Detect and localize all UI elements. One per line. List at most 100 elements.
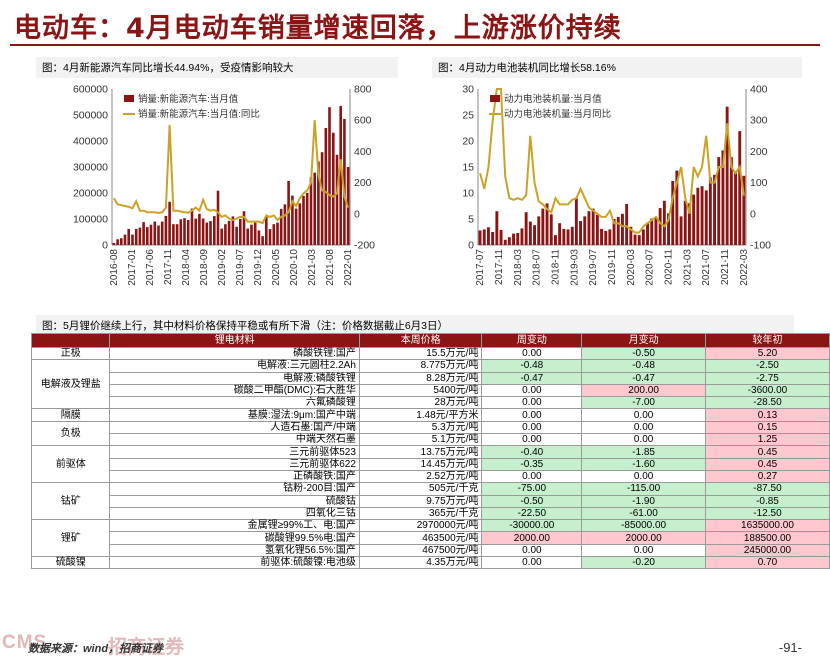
header-week: 周变动 [481, 333, 583, 348]
bar [503, 239, 507, 245]
x-tick-label: 2018-09 [199, 249, 210, 286]
bar [257, 230, 261, 245]
month-change-cell: -0.47 [581, 371, 706, 385]
header-category [30, 333, 111, 348]
legend-line-label: 动力电池装机量:当月同比 [504, 108, 611, 120]
bar [343, 118, 346, 245]
bar [478, 230, 482, 245]
bar [654, 218, 658, 245]
category-cell: 电解液及锂盐 [30, 359, 111, 410]
left-y-tick-label: 500000 [73, 110, 108, 122]
left-y-tick-label: 200000 [73, 188, 108, 200]
week-change-cell: -75.00 [481, 482, 583, 496]
material-cell: 碳酸二甲酯(DMC):石大胜华 [109, 383, 360, 398]
x-tick-label: 2019-11 [607, 249, 618, 285]
price-cell: 28万元/吨 [358, 396, 483, 410]
x-tick-label: 2021-07 [701, 249, 712, 286]
month-change-cell: -0.20 [581, 556, 706, 570]
x-tick-label: 2020-10 [289, 249, 300, 286]
month-change-cell: -1.90 [581, 494, 706, 508]
bar [209, 221, 212, 245]
bar [549, 214, 553, 245]
bar [570, 226, 574, 245]
bar [520, 228, 524, 245]
bar [205, 222, 209, 245]
header-material: 锂电材料 [109, 333, 360, 348]
left-y-tick-label: 100000 [73, 214, 108, 226]
ytd-change-cell: -3600.00 [704, 383, 830, 398]
table-row: 中端天然石墨 5.1万元/吨 0.00 0.00 1.25 [32, 433, 830, 447]
bar [704, 190, 708, 245]
bar [512, 233, 515, 245]
price-cell: 14.45万元/吨 [358, 457, 483, 471]
price-cell: 13.75万元/吨 [358, 445, 483, 459]
right-y-tick-label: 100 [750, 177, 768, 189]
bar [721, 150, 725, 245]
ytd-change-cell: 245000.00 [704, 543, 830, 558]
bar [313, 172, 316, 245]
bar [276, 222, 279, 245]
bar [131, 234, 134, 245]
bar [186, 220, 190, 245]
left-y-tick-label: 15 [462, 162, 474, 174]
bar [179, 219, 183, 245]
month-change-cell: -115.00 [581, 482, 706, 496]
bar [487, 227, 490, 245]
ytd-change-cell: 0.45 [704, 445, 830, 459]
bar [261, 236, 264, 245]
bar [112, 242, 116, 245]
table-row: 碳酸二甲酯(DMC):石大胜华 5400元/吨 0.00 200.00 -3600.00 [32, 383, 830, 398]
ytd-change-cell: -28.50 [704, 396, 830, 410]
bar [679, 216, 683, 245]
bar [294, 208, 298, 245]
bar [250, 224, 253, 245]
month-change-cell: 0.00 [581, 433, 706, 447]
material-cell: 六氟磷酸锂 [109, 396, 360, 410]
page-number: -91- [778, 640, 802, 655]
week-change-cell: 0.00 [481, 408, 583, 422]
left-y-tick-label: 30 [462, 84, 474, 96]
bar [339, 105, 342, 246]
price-cell: 505元/千克 [358, 482, 483, 496]
bar [120, 238, 123, 245]
bar [688, 203, 691, 245]
month-change-cell: -61.00 [581, 506, 706, 521]
bar [738, 131, 742, 245]
bar [482, 229, 486, 245]
price-cell: 8.28万元/吨 [358, 371, 483, 385]
x-tick-label: 2019-12 [253, 249, 264, 286]
bar [153, 221, 157, 245]
bar [616, 216, 620, 245]
price-cell: 463500元/吨 [358, 531, 483, 545]
x-tick-label: 2016-08 [109, 249, 120, 286]
week-change-cell: 0.00 [481, 433, 583, 447]
bar [574, 198, 578, 245]
bar [683, 200, 687, 245]
chart1-caption: 图：4月新能源汽车同比增长44.94%，受疫情影响较大 [36, 57, 398, 78]
bar [579, 221, 582, 245]
table-row: 前驱体 三元前驱体523 13.75万元/吨 -0.40 -1.85 0.45 [30, 445, 830, 484]
week-change-cell: -0.48 [481, 359, 583, 373]
bar [194, 218, 197, 245]
table-row: 电解液:磷酸铁锂 8.28万元/吨 -0.47 -0.47 -2.75 [32, 371, 830, 385]
x-tick-label: 2019-07 [588, 249, 599, 286]
x-tick-label: 2017-06 [145, 249, 156, 286]
bar [734, 171, 737, 245]
bar [524, 212, 528, 245]
bar [305, 193, 309, 245]
bar [537, 216, 541, 245]
x-tick-label: 2020-11 [664, 249, 675, 285]
bar [633, 234, 637, 245]
table-row: 电解液及锂盐 电解液:三元圆柱2.2Ah 8.775万元/吨 -0.48 -0.48 -2… [30, 359, 830, 410]
bar [545, 203, 549, 245]
x-tick-label: 2022-01 [343, 249, 354, 286]
bar [220, 228, 223, 245]
table-row: 硫酸钴 9.75万元/吨 -0.50 -1.90 -0.85 [32, 494, 830, 508]
ytd-change-cell: -87.50 [704, 482, 830, 496]
x-tick-label: 2017-07 [475, 249, 486, 286]
bar [309, 177, 313, 245]
left-y-tick-label: 600000 [73, 84, 108, 96]
month-change-cell: 0.00 [581, 408, 706, 422]
table-row: 硫酸镍 前驱体:硫酸镍:电池级 4.35万元/吨 0.00 -0.20 0.70 [30, 556, 830, 570]
left-y-tick-label: 5 [468, 214, 474, 226]
